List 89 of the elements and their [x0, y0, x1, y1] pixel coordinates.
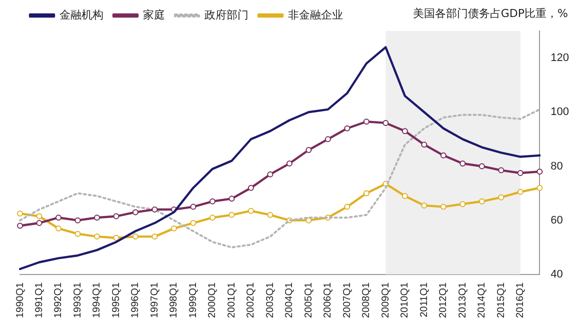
point [286, 160, 292, 167]
point [536, 184, 543, 191]
x-tick-label: 2009Q1 [380, 282, 392, 318]
point [209, 214, 216, 221]
point [306, 147, 312, 154]
point [517, 188, 524, 195]
point [248, 208, 254, 214]
line-series [19, 108, 541, 248]
x-tick-label: 2008Q1 [361, 282, 372, 318]
legend-label: 政府部门 [204, 8, 248, 22]
x-tick-label: 2015Q1 [496, 282, 507, 318]
x-tick-label: 2013Q1 [457, 282, 468, 318]
y-tick-label: 60 [550, 214, 563, 226]
point [132, 209, 138, 216]
point [324, 136, 331, 142]
point [363, 190, 370, 196]
point [55, 214, 62, 221]
point [36, 220, 42, 226]
point [190, 204, 196, 210]
point [536, 168, 543, 175]
point [74, 217, 81, 224]
point [478, 163, 485, 170]
point [460, 201, 466, 208]
y-tick-label: 40 [550, 268, 563, 280]
point [94, 214, 100, 221]
point [382, 120, 389, 126]
x-tick-label: 1990Q1 [14, 282, 26, 318]
point [209, 198, 216, 204]
point [132, 234, 138, 240]
point [113, 234, 120, 241]
point [55, 225, 62, 232]
point [152, 234, 158, 240]
point [170, 225, 177, 232]
point [344, 125, 350, 132]
point [344, 204, 350, 210]
x-tick-label: 2011Q1 [418, 282, 430, 318]
legend-label: 非金融企业 [288, 8, 343, 22]
x-tick-label: 1997Q1 [149, 282, 160, 318]
x-tick-label: 2000Q1 [207, 282, 218, 318]
x-tick-label: 1995Q1 [110, 282, 122, 318]
x-tick-label: 1999Q1 [188, 282, 199, 318]
point [267, 171, 274, 178]
x-tick-label: 1998Q1 [168, 282, 180, 318]
x-tick-label: 2016Q1 [515, 282, 526, 318]
point [36, 213, 42, 220]
point [498, 194, 504, 200]
x-tick-label: 2012Q1 [438, 282, 450, 318]
point [228, 212, 235, 218]
x-tick-label: 1994Q1 [92, 282, 103, 318]
point [228, 196, 235, 202]
point [113, 213, 120, 220]
point [517, 170, 524, 176]
x-tick-label: 2004Q1 [284, 282, 296, 318]
y-tick-label: 100 [550, 106, 570, 118]
point [94, 234, 100, 240]
x-tick-label: 2006Q1 [322, 282, 334, 318]
point [363, 118, 370, 125]
point [460, 160, 466, 167]
x-tick-label: 1993Q1 [72, 282, 84, 318]
legend-label: 家庭 [143, 8, 165, 22]
x-tick-label: 2014Q1 [476, 282, 488, 318]
point [421, 142, 428, 148]
point [402, 192, 408, 199]
legend-label: 金融机构 [60, 8, 104, 22]
point [17, 210, 23, 217]
chart-title: 美国各部门债务占GDP比重，% [412, 6, 568, 21]
point [440, 204, 446, 210]
y-tick-label: 80 [550, 160, 563, 172]
point [74, 230, 81, 237]
point [267, 212, 274, 218]
point [440, 152, 446, 158]
x-tick-label: 2010Q1 [400, 282, 411, 318]
point [478, 198, 485, 204]
x-tick-label: 2005Q1 [303, 282, 314, 318]
x-tick-label: 2001Q1 [226, 282, 238, 318]
point [17, 222, 23, 229]
point [248, 184, 254, 191]
x-tick-label: 1996Q1 [130, 282, 142, 318]
x-tick-label: 2002Q1 [246, 282, 257, 318]
x-tick-label: 2003Q1 [264, 282, 276, 318]
x-tick-label: 2007Q1 [342, 282, 353, 318]
point [190, 220, 196, 226]
y-tick-label: 120 [550, 52, 570, 64]
point [152, 206, 158, 213]
point [402, 128, 408, 134]
point [421, 202, 428, 208]
point [498, 167, 504, 174]
x-tick-label: 1992Q1 [53, 282, 64, 318]
x-tick-label: 1991Q1 [34, 282, 45, 318]
